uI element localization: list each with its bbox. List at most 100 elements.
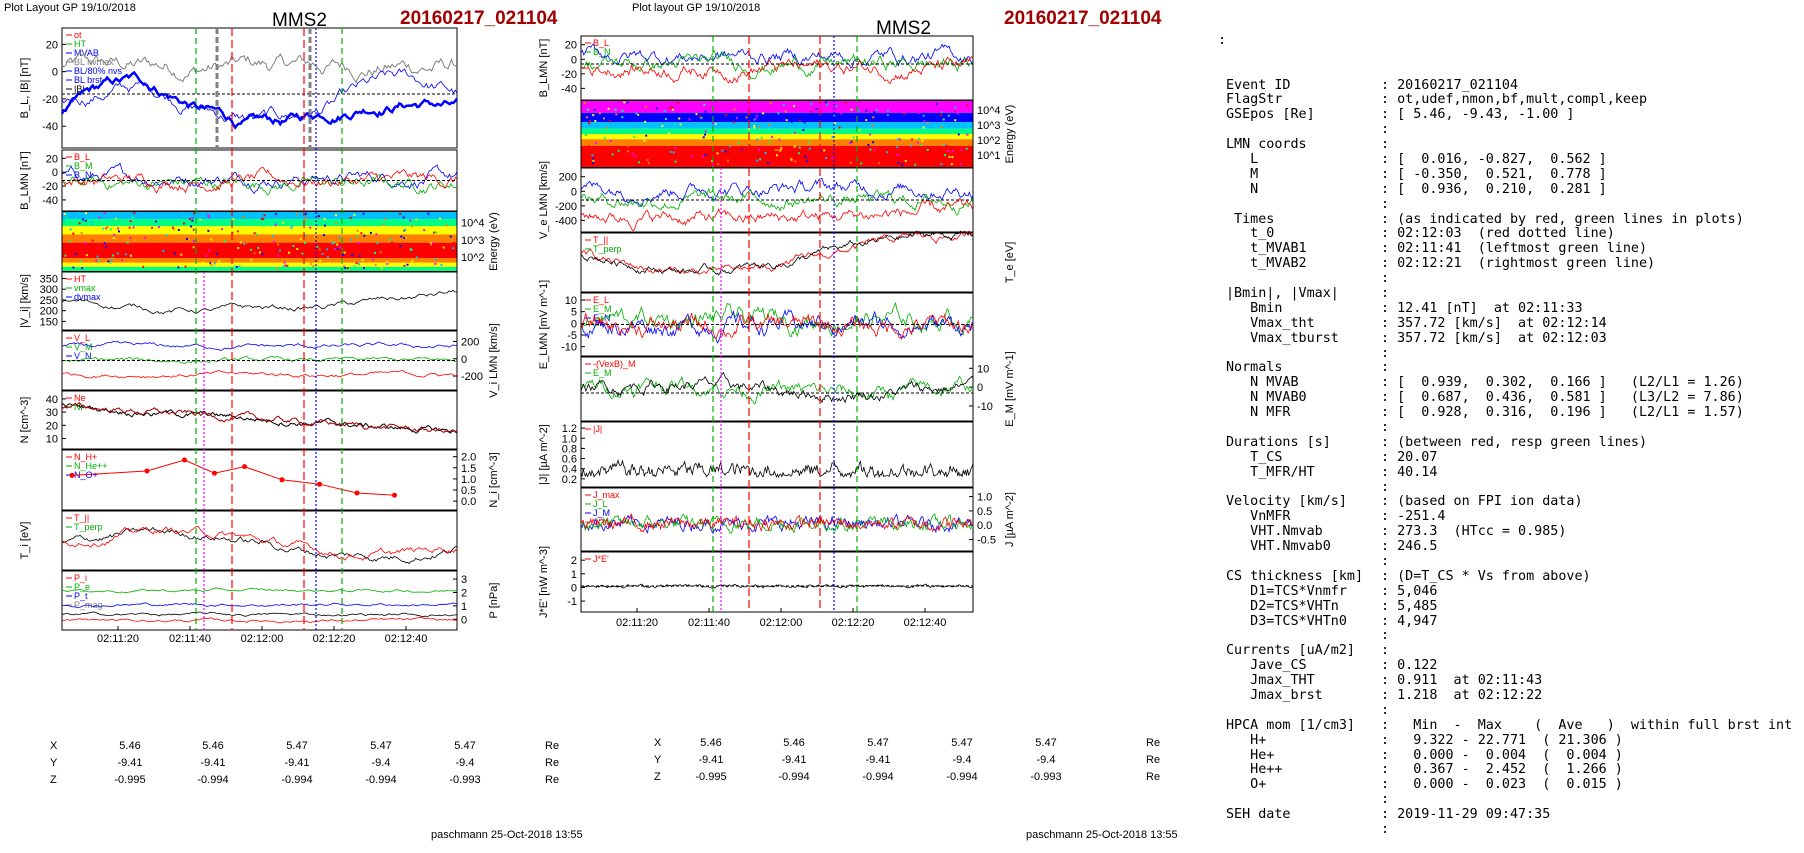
- spectrogram-pixel: [852, 136, 855, 139]
- info-value: : -251.4: [1381, 509, 1446, 525]
- info-value: : [ 0.936, 0.210, 0.281 ]: [1381, 181, 1607, 197]
- info-key: [1226, 481, 1381, 496]
- panel-frame: [580, 356, 974, 422]
- legend-entry: V_M: [74, 342, 93, 352]
- spectrogram-pixel: [277, 243, 280, 246]
- spectrogram-pixel: [209, 262, 212, 265]
- info-value: : 2019-11-29 09:47:35: [1381, 807, 1551, 823]
- y-tick-label: 200: [40, 306, 58, 318]
- spectrogram-pixel: [369, 231, 372, 234]
- spectrogram-pixel: [608, 120, 611, 123]
- spectrogram-pixel: [586, 108, 589, 111]
- left-layout-label: Plot Layout GP 19/10/2018: [4, 2, 136, 14]
- y-tick-label: 0: [461, 354, 467, 366]
- spectrogram-pixel: [584, 133, 587, 136]
- spectrogram-pixel: [683, 116, 686, 119]
- spectrogram-pixel: [282, 221, 285, 224]
- spectrogram-pixel: [322, 234, 325, 237]
- spectrogram-pixel: [412, 251, 415, 254]
- y-tick-label: 2: [571, 555, 577, 567]
- spectrogram-pixel: [910, 144, 913, 147]
- info-line: N MFR: [ 0.928, 0.316, 0.196 ] (L2/L1 = …: [1226, 405, 1796, 421]
- spectrogram-pixel: [704, 154, 707, 157]
- spectrogram-pixel: [954, 110, 957, 113]
- panel-frame: [580, 421, 974, 488]
- legend-entry: P_t: [74, 591, 88, 601]
- spectrogram-pixel: [321, 252, 324, 255]
- panel-frame: [580, 35, 974, 101]
- info-key: Velocity [km/s]: [1226, 494, 1347, 510]
- spectrogram-pixel: [589, 120, 592, 123]
- spectrogram-pixel: [711, 160, 714, 163]
- spectrogram-pixel: [304, 241, 307, 244]
- spectrogram-pixel: [777, 112, 780, 115]
- x-tick-label: 02:12:20: [313, 633, 356, 645]
- spectrogram-pixel: [406, 263, 409, 266]
- info-line: VnMFR: -251.4: [1226, 509, 1796, 525]
- spectrogram-pixel: [903, 112, 906, 115]
- info-line: T_CS: 20.07: [1226, 450, 1796, 466]
- spectrogram-pixel: [953, 109, 956, 112]
- spectrogram-pixel: [380, 267, 383, 270]
- coord-value: -9.41: [781, 754, 807, 766]
- spectrogram-band: [581, 122, 973, 129]
- y-tick-label: 0: [571, 186, 577, 198]
- info-key: T_MFR/HT: [1226, 464, 1315, 480]
- spectrogram-pixel: [911, 138, 914, 141]
- info-value: : (based on FPI ion data): [1381, 494, 1583, 510]
- spectrogram-pixel: [216, 232, 219, 235]
- spectrogram-pixel: [605, 127, 608, 130]
- spectrogram-pixel: [391, 241, 394, 244]
- spectrogram-pixel: [865, 119, 868, 122]
- legend-entry: B_N: [74, 170, 92, 180]
- spectrogram-pixel: [78, 222, 81, 225]
- spectrogram-pixel: [815, 108, 818, 111]
- left-event-title: 20160217_021104: [400, 8, 558, 29]
- spectrogram-pixel: [669, 150, 672, 153]
- spectrogram-pixel: [871, 124, 874, 127]
- spectrogram-pixel: [115, 249, 118, 252]
- coord-label: Y: [654, 754, 662, 766]
- info-value: :: [1381, 345, 1390, 361]
- spectrogram-pixel: [319, 259, 322, 262]
- bn-line: [61, 167, 458, 194]
- info-key: Event ID: [1226, 77, 1291, 93]
- spectrogram-pixel: [794, 121, 797, 124]
- info-value: : [ 0.939, 0.302, 0.166 ] (L2/L1 = 1.26): [1381, 375, 1744, 391]
- spectrogram-pixel: [238, 265, 241, 268]
- pmag-line: [61, 602, 457, 609]
- info-line: :: [1226, 792, 1796, 808]
- spectrogram-pixel: [722, 101, 725, 104]
- spectrogram-pixel: [429, 255, 432, 258]
- info-key: |Bmin|, |Vmax|: [1226, 285, 1339, 301]
- y-tick-label: 0.8: [562, 443, 577, 455]
- legend-entry: |J|: [593, 424, 602, 434]
- spectrogram-pixel: [221, 228, 224, 231]
- b-magnitude-line: [61, 52, 458, 84]
- spectrogram-pixel: [663, 109, 666, 112]
- info-line: :: [1226, 271, 1796, 287]
- spectrogram-pixel: [263, 214, 266, 217]
- spectrogram-pixel: [385, 260, 388, 263]
- spectrogram-pixel: [382, 223, 385, 226]
- info-value: : 20160217_021104: [1381, 77, 1519, 93]
- spectrogram-pixel: [151, 226, 154, 229]
- info-line: :: [1226, 420, 1796, 436]
- spectrogram-pixel: [292, 212, 295, 215]
- spectrogram-pixel: [647, 162, 650, 165]
- info-line: VHT.Nmvab0: 246.5: [1226, 539, 1796, 555]
- spectrogram-pixel: [132, 226, 135, 229]
- info-line: Jmax_brst: 1.218 at 02:12:22: [1226, 688, 1796, 704]
- spectrogram-pixel: [243, 243, 246, 246]
- coord-value: -9.41: [865, 754, 891, 766]
- info-value: : 0.000 - 0.023 ( 0.015 ): [1381, 777, 1623, 793]
- spectrogram-band: [581, 112, 973, 123]
- spectrogram-pixel: [609, 139, 612, 142]
- spectrogram-pixel: [655, 107, 658, 110]
- legend-entry: B_L: [593, 38, 609, 48]
- spectrogram-pixel: [644, 105, 647, 108]
- y-tick-label: 20: [46, 153, 58, 165]
- spectrogram-pixel: [698, 115, 701, 118]
- spectrogram-pixel: [295, 212, 298, 215]
- y-tick-label: 300: [40, 284, 58, 296]
